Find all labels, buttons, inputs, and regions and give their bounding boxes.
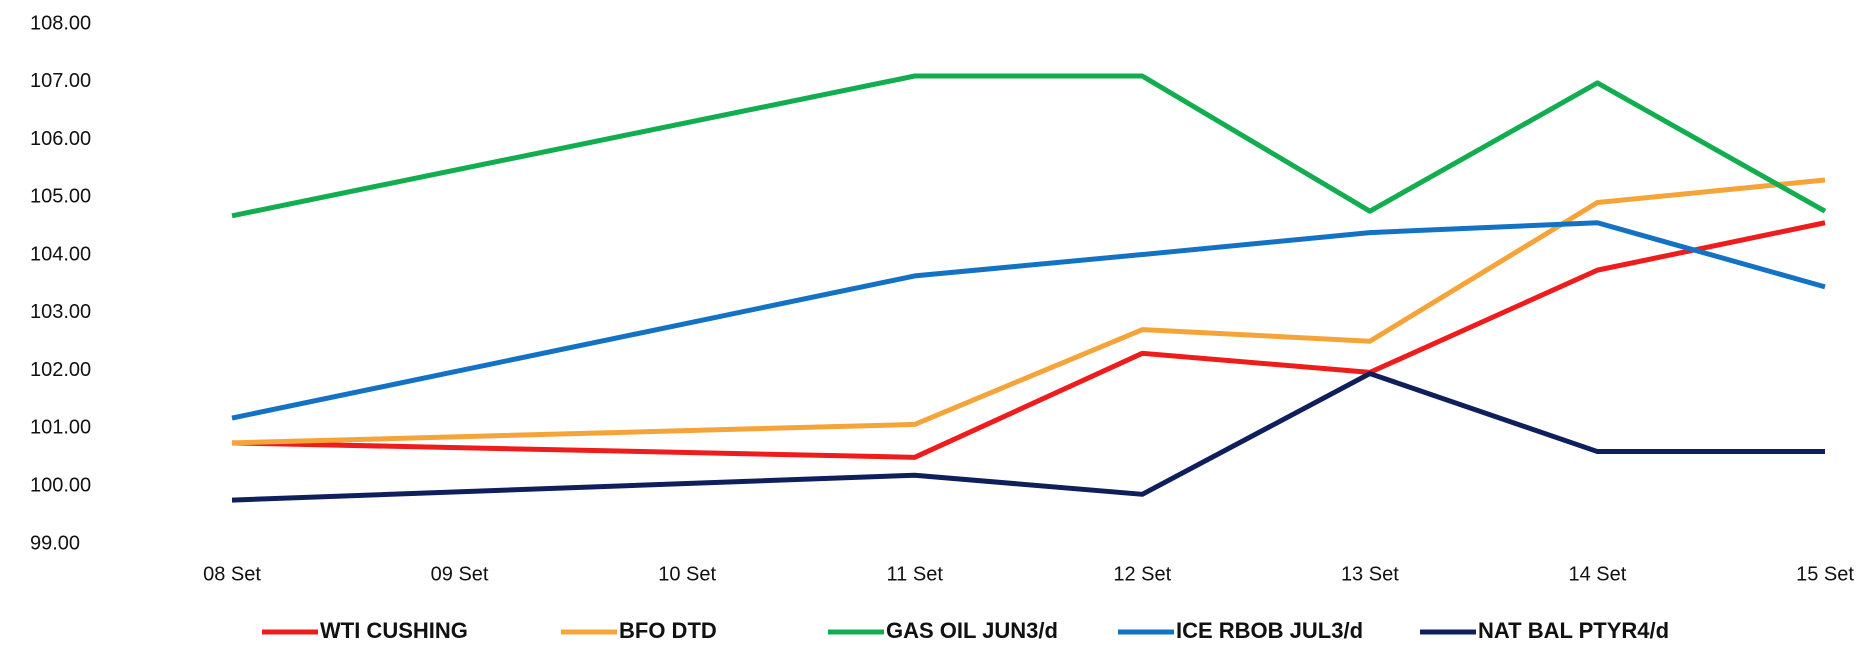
series-line (231, 220, 1826, 460)
y-tick-label: 105.00 (30, 186, 91, 208)
legend-label: WTI CUSHING (320, 618, 468, 643)
x-tick-label: 14 Set (1569, 563, 1627, 585)
series-line (231, 73, 1827, 219)
y-tick-label: 107.00 (30, 70, 91, 92)
legend-label: ICE RBOB JUL3/d (1176, 618, 1363, 643)
y-tick-label: 103.00 (30, 301, 91, 323)
legend-label: NAT BAL PTYR4/d (1478, 618, 1669, 643)
y-tick-label: 104.00 (30, 243, 91, 265)
legend-label: BFO DTD (619, 618, 717, 643)
y-tick-label: 108.00 (30, 12, 91, 34)
x-tick-label: 12 Set (1113, 563, 1171, 585)
y-tick-label: 101.00 (30, 417, 91, 439)
y-tick-label: 106.00 (30, 128, 91, 150)
y-tick-label: 99.00 (30, 532, 80, 554)
legend-label: GAS OIL JUN3/d (886, 618, 1058, 643)
x-tick-label: 13 Set (1341, 563, 1399, 585)
x-tick-label: 11 Set (887, 563, 944, 585)
y-tick-label: 102.00 (30, 359, 91, 381)
x-tick-label: 15 Set (1796, 563, 1854, 585)
y-tick-label: 100.00 (30, 475, 91, 497)
series-line (231, 371, 1825, 503)
x-tick-label: 08 Set (203, 563, 261, 585)
series-line (231, 220, 1826, 421)
x-tick-label: 09 Set (431, 563, 489, 585)
x-tick-label: 10 Set (658, 563, 716, 585)
series-line (231, 177, 1826, 446)
